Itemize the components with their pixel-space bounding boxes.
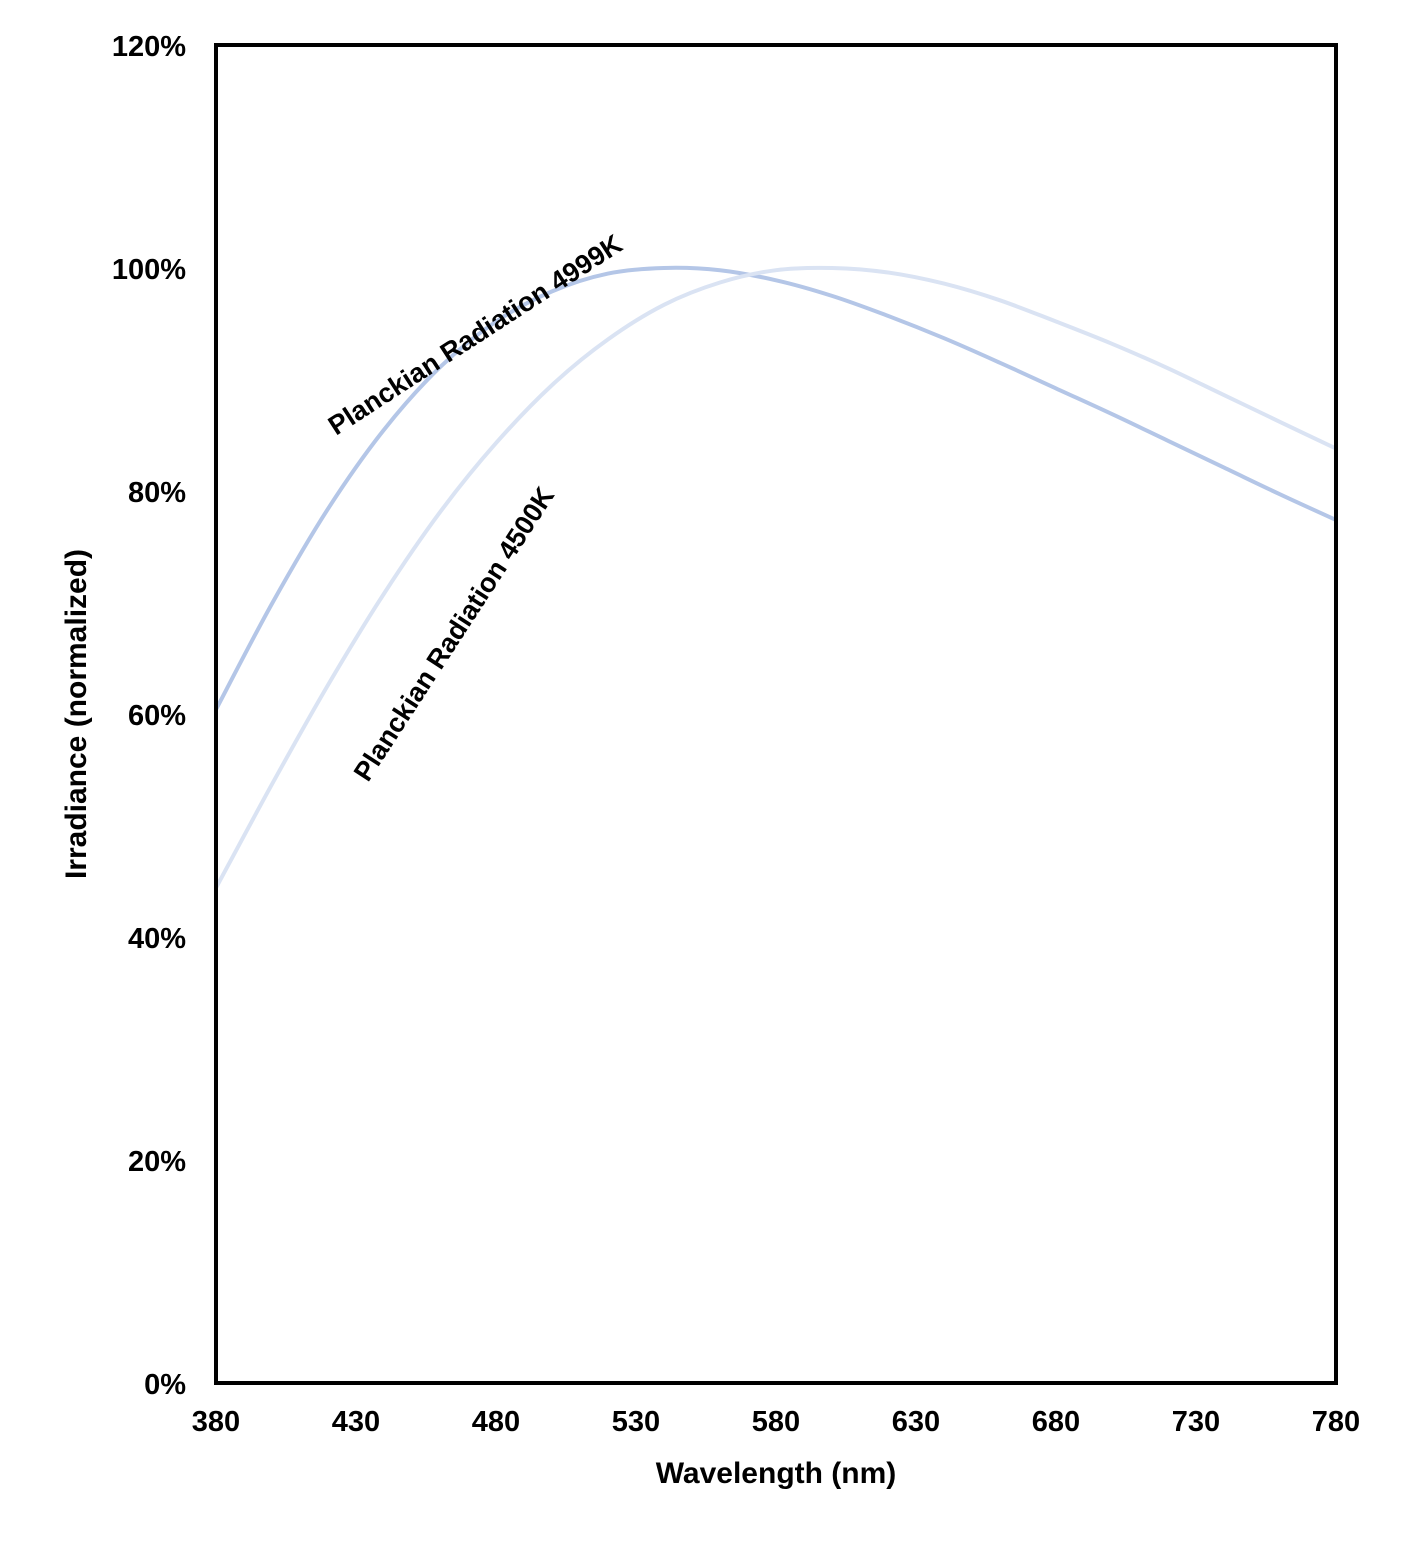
x-tick-label: 780 (1312, 1406, 1360, 1438)
y-tick-label: 100% (112, 254, 186, 286)
series-label-4999k: Planckian Radiation 4999K (323, 228, 628, 441)
y-tick-label: 80% (128, 477, 186, 509)
y-tick-label: 60% (128, 700, 186, 732)
series-annotations: Planckian Radiation 4999K Planckian Radi… (323, 228, 628, 786)
y-axis-title: Irradiance (normalized) (60, 549, 93, 879)
y-axis-ticks: 0% 20% 40% 60% 80% 100% 120% (112, 31, 186, 1401)
plot-area-frame (214, 43, 1338, 1385)
x-tick-label: 480 (472, 1406, 520, 1438)
y-tick-label: 20% (128, 1146, 186, 1178)
y-tick-label: 120% (112, 31, 186, 63)
series-line-0 (214, 265, 1338, 712)
x-axis-ticks: 380 430 480 530 580 630 680 730 780 (192, 1406, 1360, 1438)
series-line-1 (214, 265, 1338, 890)
series-layer (214, 265, 1338, 890)
x-tick-label: 430 (332, 1406, 380, 1438)
y-tick-label: 40% (128, 923, 186, 955)
x-tick-label: 580 (752, 1406, 800, 1438)
x-tick-label: 680 (1032, 1406, 1080, 1438)
x-tick-label: 530 (612, 1406, 660, 1438)
x-tick-label: 630 (892, 1406, 940, 1438)
x-tick-label: 730 (1172, 1406, 1220, 1438)
x-axis-title: Wavelength (nm) (656, 1457, 897, 1490)
series-label-4500k: Planckian Radiation 4500K (348, 481, 561, 786)
x-tick-label: 380 (192, 1406, 240, 1438)
y-tick-label: 0% (144, 1369, 186, 1401)
